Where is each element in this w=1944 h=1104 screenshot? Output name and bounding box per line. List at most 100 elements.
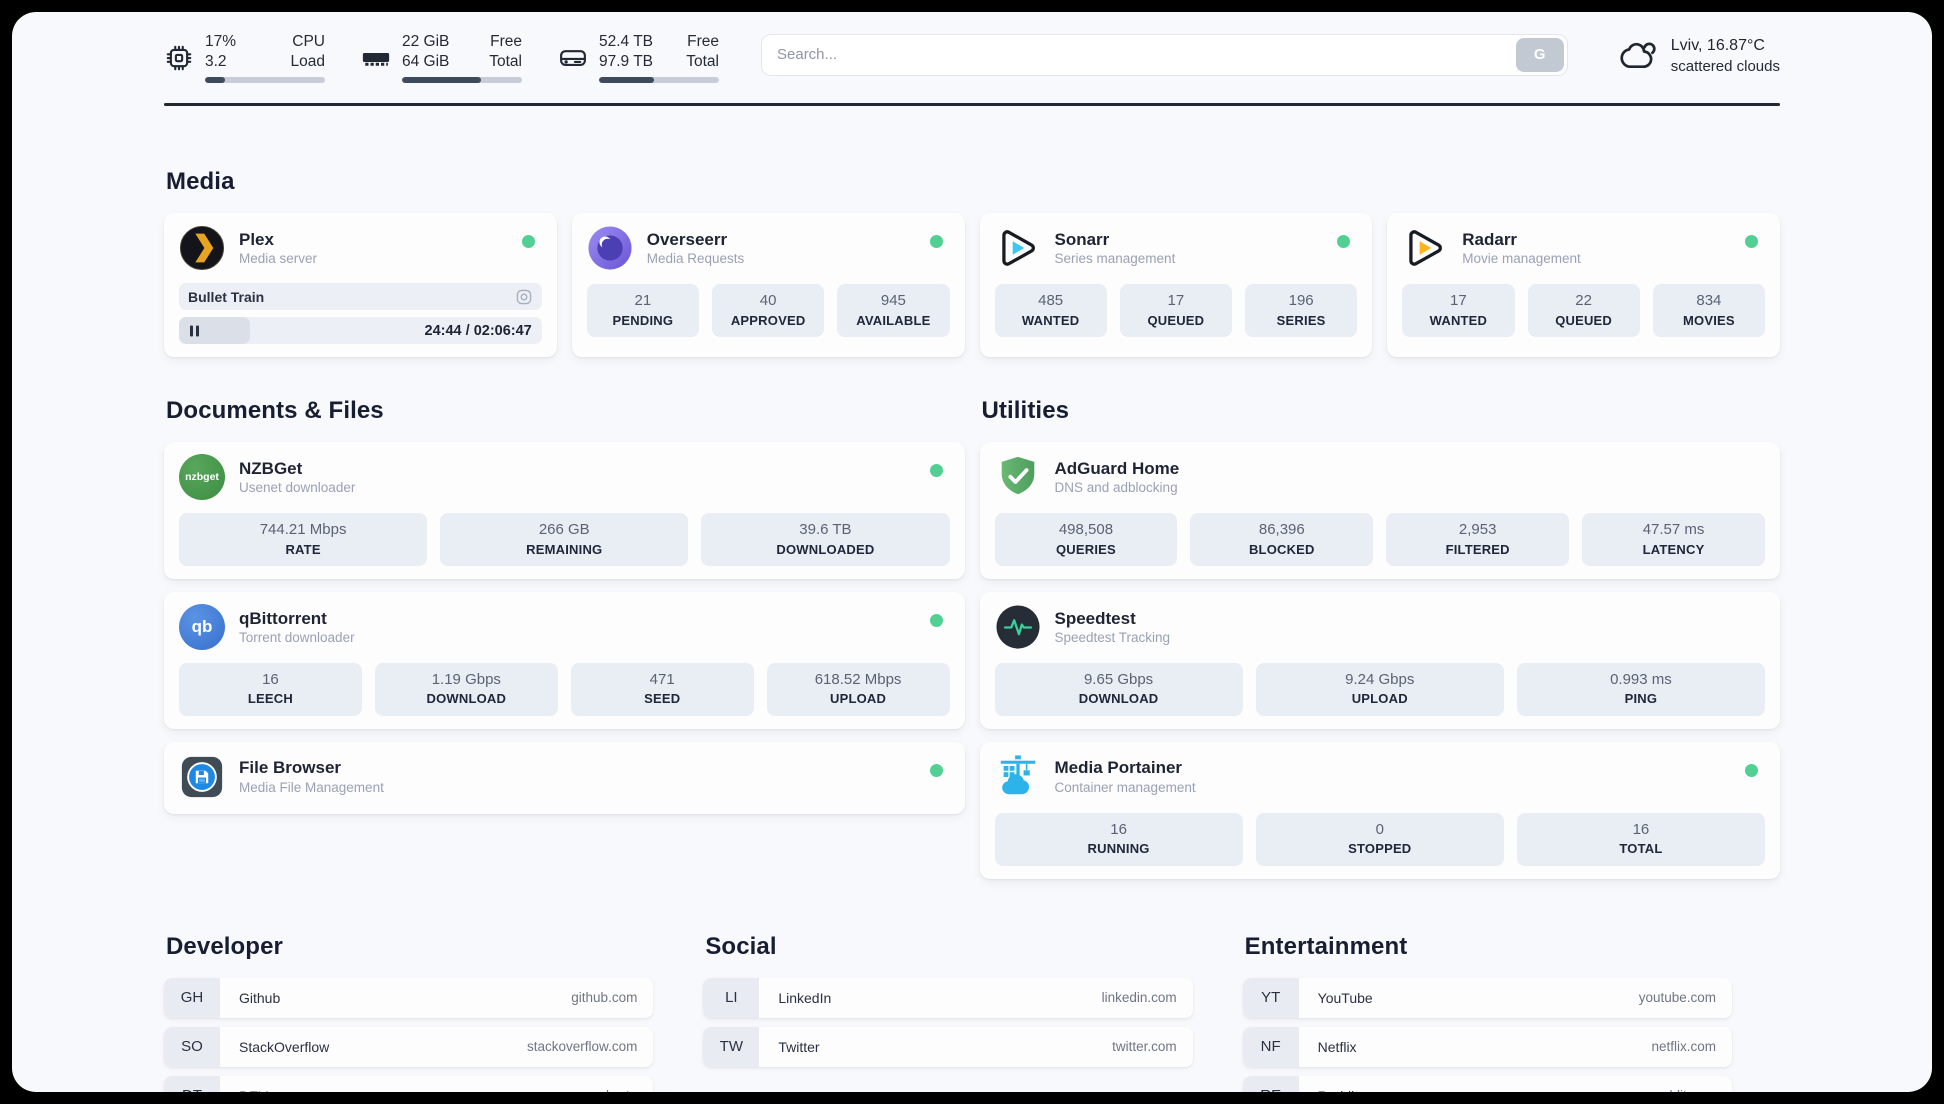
stat-ping: 0.993 ms PING (1516, 663, 1766, 716)
section-title-utilities: Utilities (981, 397, 1070, 425)
plex-now-playing: Bullet Train 24:44 / 02:06:47 (179, 283, 542, 345)
bookmark-dev[interactable]: DT DEV dev.to (164, 1075, 654, 1092)
status-online-dot (929, 464, 943, 478)
cpu-load-label: Load (290, 53, 325, 71)
filebrowser-icon (179, 754, 225, 800)
bookmark-url: github.com (571, 990, 638, 1006)
now-playing-title: Bullet Train (188, 288, 265, 305)
app-subtitle: Usenet downloader (239, 480, 356, 496)
memory-free-value: 22 GiB (402, 33, 450, 50)
search-input[interactable] (761, 33, 1568, 76)
sonarr-icon (995, 225, 1041, 271)
bookmark-name: YouTube (1317, 989, 1373, 1006)
app-title: Sonarr (1054, 229, 1110, 249)
bookmark-twitter[interactable]: TW Twitter twitter.com (703, 1026, 1193, 1067)
stat-wanted: 17 WANTED (1402, 284, 1515, 338)
top-bar: 17% 3.2 CPU Load (164, 32, 1780, 84)
bookmark-url: twitter.com (1112, 1039, 1177, 1055)
section-title-entertainment: Entertainment (1244, 932, 1408, 960)
stat-queries: 498,508 QUERIES (994, 513, 1178, 567)
search-bar: G (761, 33, 1568, 76)
header-divider (164, 103, 1780, 107)
disk-progress-bar (599, 77, 719, 84)
bookmark-reddit[interactable]: RE Reddit reddit.com (1242, 1075, 1732, 1092)
bookmark-url: dev.to (602, 1088, 638, 1092)
disk-total-label: Total (686, 53, 719, 71)
bookmark-name: StackOverflow (239, 1038, 330, 1055)
memory-free-label: Free (490, 33, 522, 50)
bookmark-youtube[interactable]: YT YouTube youtube.com (1242, 977, 1732, 1018)
app-subtitle: Container management (1054, 779, 1196, 795)
bookmark-url: netflix.com (1651, 1039, 1716, 1055)
app-subtitle: Media Requests (646, 251, 745, 267)
stat-download: 9.65 Gbps DOWNLOAD (994, 663, 1243, 716)
app-card-speedtest[interactable]: Speedtest Speedtest Tracking 9.65 Gbps D… (979, 592, 1780, 729)
app-card-qbittorrent[interactable]: qb qBittorrent Torrent downloader 16 LEE… (164, 592, 965, 729)
section-entertainment: Entertainment YT YouTube youtube.com NF … (1242, 932, 1732, 1092)
memory-progress-bar (402, 77, 522, 84)
search-engine-button[interactable]: G (1515, 37, 1564, 72)
app-subtitle: DNS and adblocking (1054, 480, 1178, 496)
disk-free-label: Free (687, 33, 719, 50)
bookmark-name: DEV (239, 1088, 268, 1092)
disk-total-value: 97.9 TB (599, 53, 654, 71)
status-online-dot (1745, 235, 1758, 249)
disk-widget: 52.4 TB 97.9 TB Free Total (558, 32, 719, 84)
app-subtitle: Media server (239, 251, 318, 267)
stat-rate: 744.21 Mbps RATE (179, 513, 428, 567)
bookmark-abbr: LI (703, 977, 760, 1018)
status-online-dot (929, 763, 943, 777)
memory-total-value: 64 GiB (402, 53, 450, 71)
cpu-usage-label: CPU (292, 33, 325, 50)
stat-leech: 16 LEECH (179, 663, 362, 716)
app-title: NZBGet (239, 458, 303, 478)
app-card-overseerr[interactable]: Overseerr Media Requests 21 PENDING 40 A… (571, 213, 965, 358)
status-online-dot (521, 235, 535, 249)
adguard-icon (995, 454, 1041, 500)
memory-total-label: Total (489, 53, 522, 71)
memory-widget: 22 GiB 64 GiB Free Total (361, 32, 522, 84)
stat-pending: 21 PENDING (586, 284, 699, 338)
radarr-icon (1402, 225, 1448, 271)
bookmark-name: LinkedIn (778, 989, 832, 1006)
portainer-icon (995, 754, 1041, 800)
speedtest-icon (995, 604, 1041, 650)
status-online-dot (1745, 763, 1758, 777)
dashboard-page: 17% 3.2 CPU Load (12, 12, 1932, 1092)
app-subtitle: Torrent downloader (239, 629, 355, 645)
app-card-nzbget[interactable]: nzbget NZBGet Usenet downloader 744.21 M… (164, 442, 965, 580)
bookmark-url: reddit.com (1653, 1088, 1716, 1092)
bookmark-stackoverflow[interactable]: SO StackOverflow stackoverflow.com (164, 1026, 654, 1067)
app-subtitle: Media File Management (239, 779, 384, 795)
app-title: AdGuard Home (1054, 458, 1180, 478)
pause-icon[interactable] (190, 325, 200, 337)
app-card-portainer[interactable]: Media Portainer Container management 16 … (979, 741, 1780, 879)
bookmark-github[interactable]: GH Github github.com (164, 977, 654, 1018)
app-card-adguard[interactable]: AdGuard Home DNS and adblocking 498,508 … (979, 442, 1780, 580)
section-utilities: Utilities (979, 397, 1780, 879)
bookmark-url: youtube.com (1638, 990, 1716, 1006)
qbittorrent-icon: qb (179, 604, 225, 651)
cpu-icon (164, 43, 194, 73)
app-card-filebrowser[interactable]: File Browser Media File Management (164, 741, 965, 814)
weather-location-temp: Lviv, 16.87°C (1670, 37, 1765, 55)
bookmark-linkedin[interactable]: LI LinkedIn linkedin.com (703, 977, 1193, 1018)
section-title-media: Media (166, 168, 235, 196)
app-card-sonarr[interactable]: Sonarr Series management 485 WANTED 17 Q… (979, 213, 1373, 358)
app-card-plex[interactable]: Plex Media server Bullet Train (164, 213, 557, 358)
bookmark-netflix[interactable]: NF Netflix netflix.com (1242, 1026, 1732, 1067)
stat-upload: 618.52 Mbps UPLOAD (766, 663, 950, 716)
stat-downloaded: 39.6 TB DOWNLOADED (701, 513, 950, 567)
section-documents: Documents & Files nzbget NZBGet Usenet d… (164, 397, 965, 878)
stat-total: 16 TOTAL (1516, 812, 1766, 866)
bookmark-name: Reddit (1318, 1088, 1358, 1092)
stat-queued: 22 QUEUED (1527, 284, 1640, 338)
ram-icon (361, 43, 391, 73)
weather-condition: scattered clouds (1670, 57, 1780, 75)
plex-progress-bar[interactable]: 24:44 / 02:06:47 (179, 317, 542, 345)
session-icon[interactable] (515, 288, 533, 306)
stat-approved: 40 APPROVED (712, 284, 825, 338)
stat-blocked: 86,396 BLOCKED (1190, 513, 1374, 567)
section-social: Social LI LinkedIn linkedin.com TW Twitt… (703, 933, 1193, 1092)
app-card-radarr[interactable]: Radarr Movie management 17 WANTED 22 QUE… (1387, 213, 1780, 358)
